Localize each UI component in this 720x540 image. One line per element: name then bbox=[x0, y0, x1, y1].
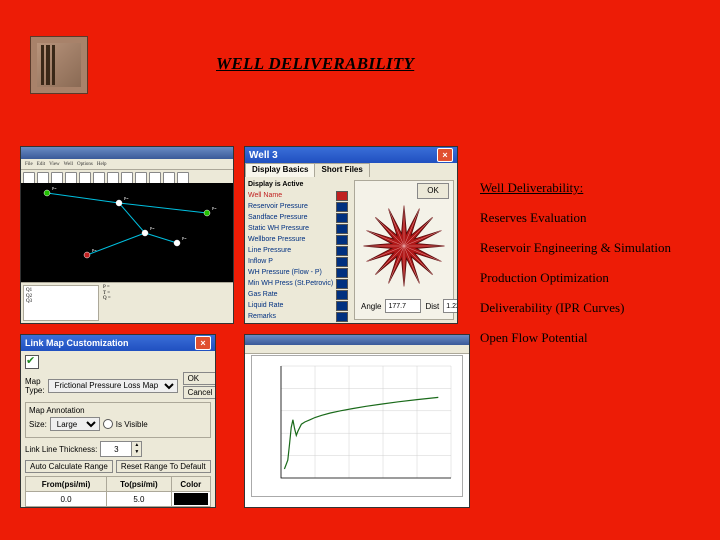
property-row: Gas Rate bbox=[248, 290, 348, 300]
map-type-label: Map Type: bbox=[25, 377, 45, 395]
window-title-text: Well 3 bbox=[249, 150, 278, 161]
color-swatch bbox=[336, 268, 348, 278]
color-swatch bbox=[336, 224, 348, 234]
dist-input[interactable] bbox=[443, 299, 458, 313]
network-canvas: P= P= P= P= P= P= bbox=[21, 183, 233, 283]
size-select[interactable]: Large bbox=[50, 417, 100, 431]
star-panel: OK Angle Dist bbox=[354, 180, 454, 320]
property-row: Remarks bbox=[248, 312, 348, 322]
titlebar: Well 3 × bbox=[245, 147, 457, 163]
color-swatch bbox=[336, 279, 348, 289]
list-item: Open Flow Potential bbox=[480, 330, 710, 346]
color-range-table: From(psi/mi)To(psi/mi)Color 0.05.05.010.… bbox=[25, 476, 211, 508]
svg-text:P=: P= bbox=[124, 196, 129, 201]
table-row: 5.010.0 bbox=[26, 507, 211, 509]
thickness-stepper[interactable]: ▲▼ bbox=[100, 441, 142, 457]
color-swatch bbox=[336, 301, 348, 311]
tab[interactable]: Display Basics bbox=[245, 163, 315, 177]
list-heading: Well Deliverability: bbox=[480, 180, 710, 196]
svg-text:P=: P= bbox=[150, 226, 155, 231]
color-swatch bbox=[336, 191, 348, 201]
table-header: From(psi/mi) bbox=[26, 477, 107, 492]
company-logo bbox=[30, 36, 88, 94]
menubar: FileEditViewWellOptionsHelp bbox=[21, 159, 233, 170]
property-row: Well Name bbox=[248, 191, 348, 201]
auto-range-button[interactable]: Auto Calculate Range bbox=[25, 460, 113, 473]
ok-button[interactable]: OK bbox=[183, 372, 216, 385]
svg-text:P=: P= bbox=[52, 186, 57, 191]
color-swatch bbox=[174, 493, 208, 505]
angle-label: Angle bbox=[361, 302, 381, 311]
property-row: WH Pressure (Flow - P) bbox=[248, 268, 348, 278]
bottom-panel: Q1Q2Q3 P =T =Q = bbox=[21, 282, 233, 323]
property-row: Liquid Rate bbox=[248, 301, 348, 311]
dist-label: Dist bbox=[425, 302, 439, 311]
property-row: Wellbore Pressure bbox=[248, 235, 348, 245]
close-icon[interactable]: × bbox=[195, 336, 211, 350]
screenshot-color-range-dialog: Link Map Customization × Map Type: Frict… bbox=[20, 334, 216, 508]
color-swatch bbox=[336, 235, 348, 245]
color-swatch bbox=[336, 213, 348, 223]
svg-text:P=: P= bbox=[182, 236, 187, 241]
map-type-select[interactable]: Frictional Pressure Loss Map bbox=[48, 379, 178, 393]
property-row: Min WH Press (St.Petrovic) bbox=[248, 279, 348, 289]
list-item: Deliverability (IPR Curves) bbox=[480, 300, 710, 316]
color-swatch bbox=[336, 202, 348, 212]
window-title-text: Link Map Customization bbox=[25, 338, 129, 348]
visible-label: Is Visible bbox=[116, 420, 148, 429]
close-icon[interactable]: × bbox=[437, 148, 453, 162]
screenshot-decline-chart bbox=[244, 334, 470, 508]
property-row: Display is Active bbox=[248, 180, 348, 190]
list-item: Reserves Evaluation bbox=[480, 210, 710, 226]
property-row: Line Pressure bbox=[248, 246, 348, 256]
titlebar: Link Map Customization × bbox=[21, 335, 215, 351]
svg-text:P=: P= bbox=[92, 248, 97, 253]
visible-radio[interactable] bbox=[103, 419, 113, 429]
angle-input[interactable] bbox=[385, 299, 421, 313]
size-label: Size: bbox=[29, 420, 47, 429]
titlebar bbox=[21, 147, 233, 159]
color-swatch bbox=[336, 290, 348, 300]
property-row: Reservoir Pressure bbox=[248, 202, 348, 212]
thickness-label: Link Line Thickness: bbox=[25, 445, 97, 454]
table-header: To(psi/mi) bbox=[107, 477, 172, 492]
screenshot-well-dialog: Well 3 × Display BasicsShort Files Displ… bbox=[244, 146, 458, 324]
color-swatch bbox=[336, 257, 348, 267]
reset-range-button[interactable]: Reset Range To Default bbox=[116, 460, 211, 473]
property-row: Sandface Pressure bbox=[248, 213, 348, 223]
tab[interactable]: Short Files bbox=[314, 163, 369, 177]
chart-area bbox=[251, 355, 463, 497]
property-row: Static WH Pressure bbox=[248, 224, 348, 234]
color-swatch bbox=[336, 312, 348, 322]
tabstrip: Display BasicsShort Files bbox=[245, 163, 457, 178]
property-row: Inflow P bbox=[248, 257, 348, 267]
property-list: Display is ActiveWell NameReservoir Pres… bbox=[245, 177, 351, 323]
toolbar bbox=[245, 345, 469, 354]
svg-text:P=: P= bbox=[212, 206, 217, 211]
compass-star-icon bbox=[359, 201, 449, 291]
cancel-button[interactable]: Cancel bbox=[183, 386, 216, 399]
list-item: Production Optimization bbox=[480, 270, 710, 286]
titlebar bbox=[245, 335, 469, 345]
table-header: Color bbox=[171, 477, 210, 492]
list-item: Reservoir Engineering & Simulation bbox=[480, 240, 710, 256]
screenshot-network-app: FileEditViewWellOptionsHelp P=P=P=P=P=P=… bbox=[20, 146, 234, 324]
enabled-checkbox[interactable] bbox=[25, 355, 39, 369]
table-row: 0.05.0 bbox=[26, 492, 211, 507]
ok-button[interactable]: OK bbox=[417, 183, 449, 199]
page-title: WELL DELIVERABILITY bbox=[216, 54, 414, 74]
color-swatch bbox=[336, 246, 348, 256]
annotation-group-label: Map Annotation bbox=[29, 406, 207, 415]
